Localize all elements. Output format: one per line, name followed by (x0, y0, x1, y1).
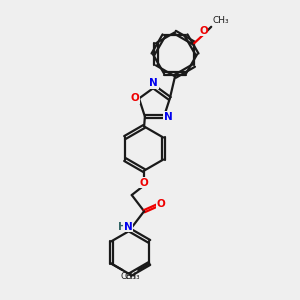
Text: O: O (157, 199, 165, 209)
Text: O: O (199, 26, 208, 36)
Text: N: N (149, 78, 158, 88)
Text: CH₃: CH₃ (213, 16, 229, 25)
Text: O: O (130, 94, 139, 103)
Text: CH₃: CH₃ (121, 272, 136, 281)
Text: N: N (124, 222, 133, 232)
Text: N: N (164, 112, 172, 122)
Text: H: H (118, 222, 127, 232)
Text: O: O (140, 178, 148, 188)
Text: CH₃: CH₃ (124, 272, 140, 281)
